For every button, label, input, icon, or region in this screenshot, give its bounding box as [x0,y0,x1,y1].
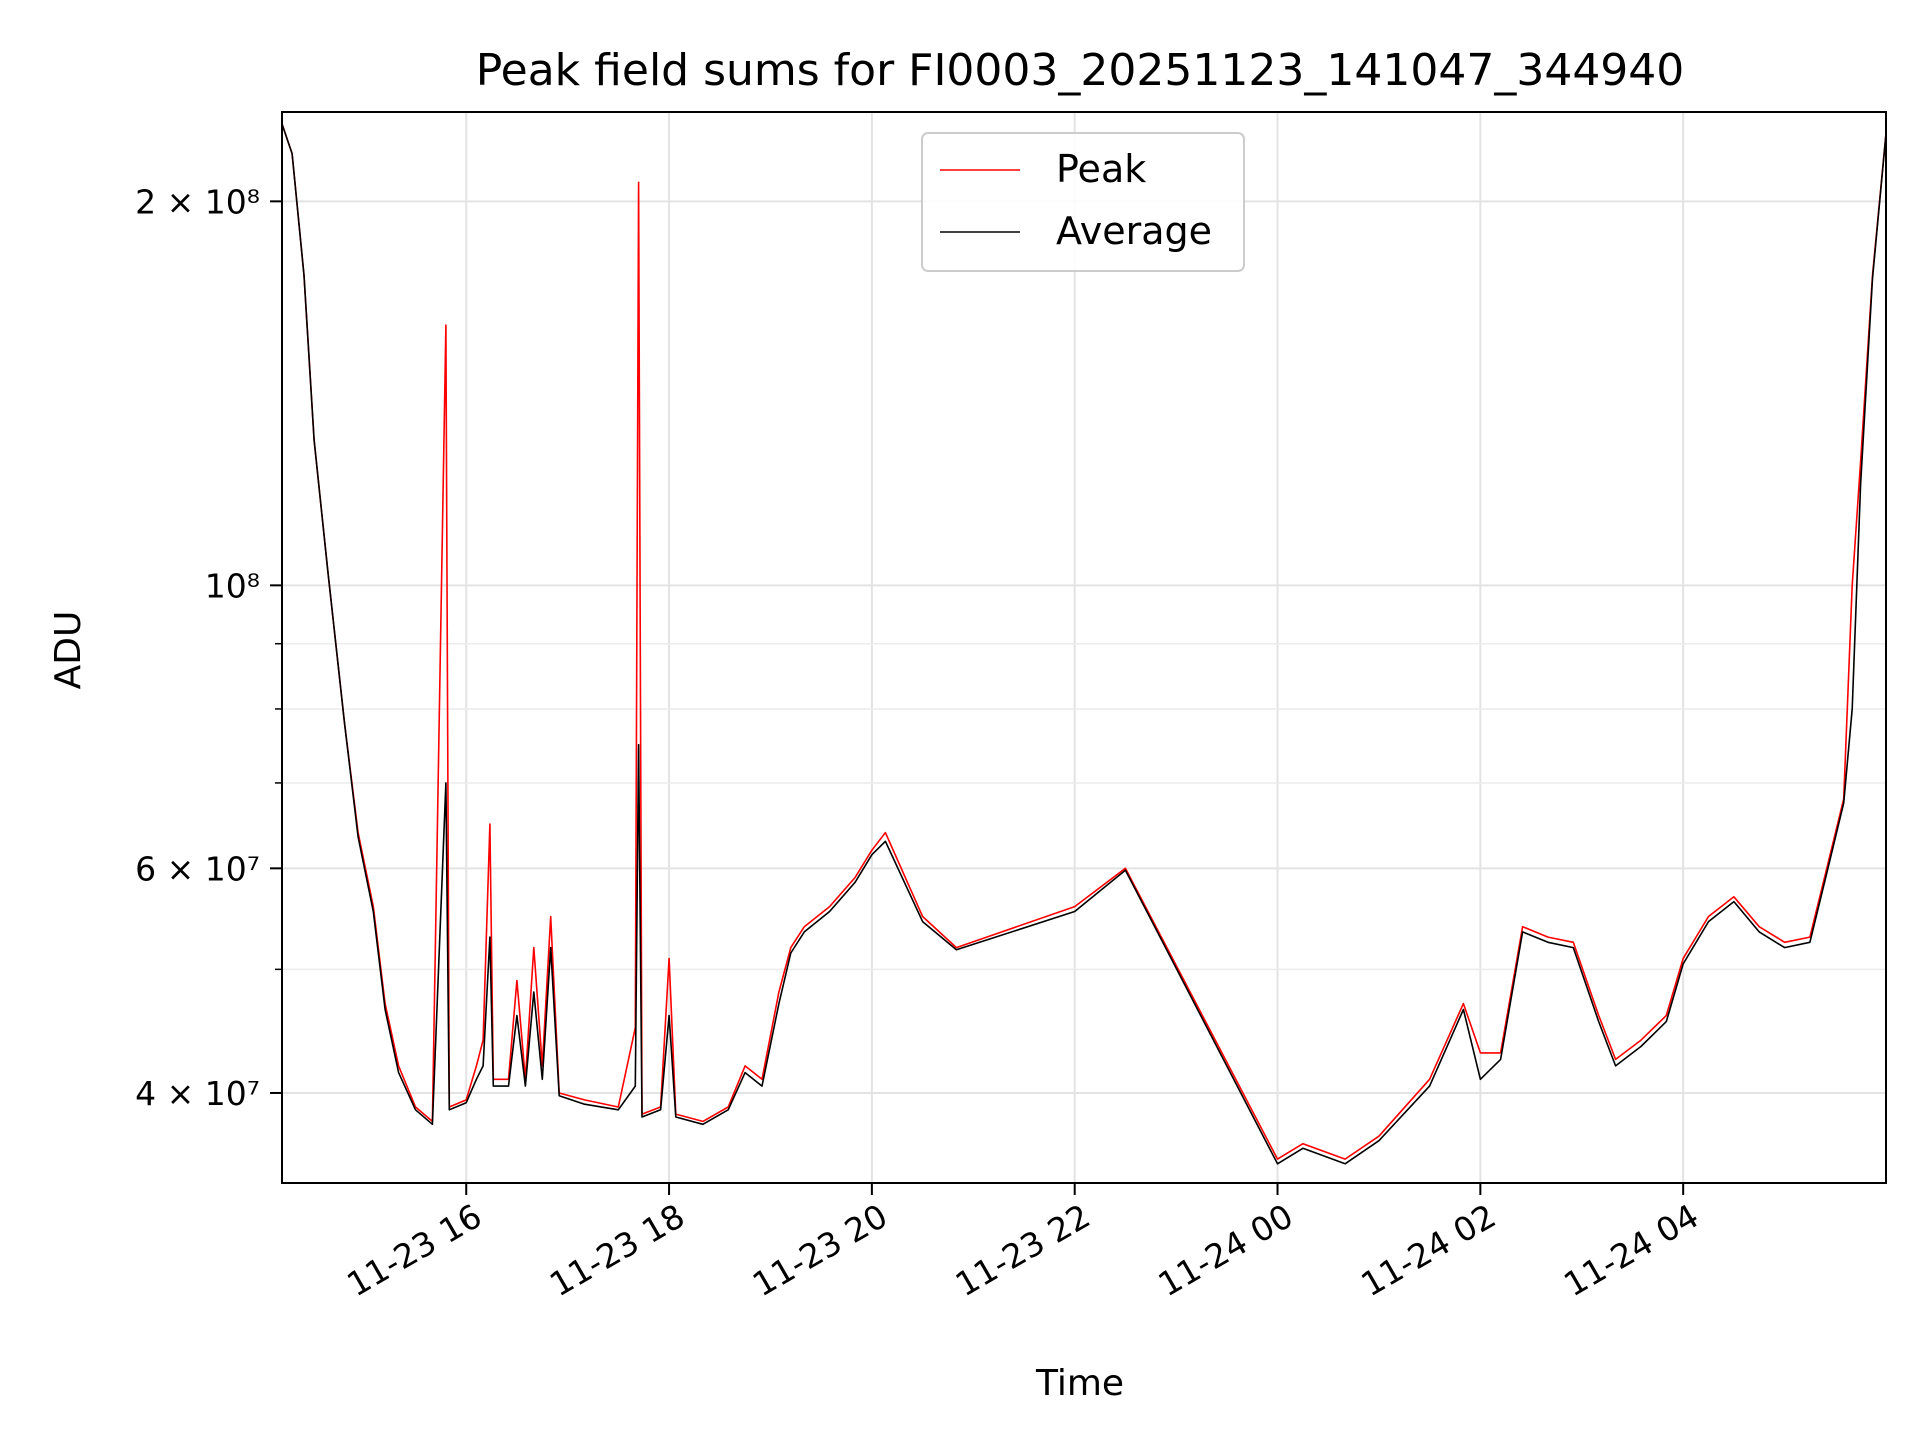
legend-box [921,132,1245,272]
y-tick-label: 2 × 10⁸ [135,182,260,221]
y-tick-label: 4 × 10⁷ [135,1074,260,1113]
y-tick-label: 10⁸ [205,566,260,605]
y-axis-label: ADU [48,611,89,690]
x-axis-label: Time [1035,1363,1124,1404]
y-tick-label: 6 × 10⁷ [135,849,260,888]
plot-frame [281,111,1887,1184]
chart-title: Peak field sums for FI0003_20251123_1410… [476,45,1685,96]
series-line-average [281,123,1887,1165]
legend: Peak Average [921,132,1245,272]
series-line-peak [281,123,1887,1160]
series-layer [281,123,1887,1165]
legend-label-peak: Peak [1056,147,1146,191]
legend-label-average: Average [1056,209,1212,253]
